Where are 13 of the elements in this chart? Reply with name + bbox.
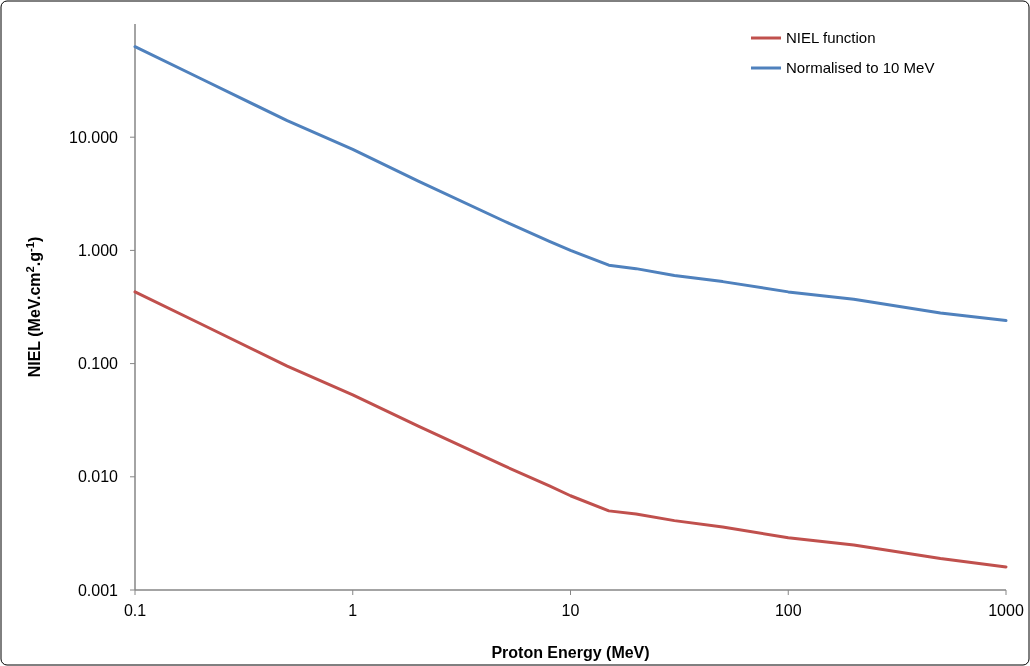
y-tick-label: 0.100 [77, 355, 119, 373]
legend-label: Normalised to 10 MeV [786, 59, 935, 77]
x-tick-label: 1000 [988, 602, 1024, 619]
y-tick-label: 0.001 [77, 581, 119, 599]
y-tick-label: 10.000 [69, 128, 119, 146]
legend-label: NIEL function [786, 29, 876, 47]
y-tick-label: 1.000 [77, 242, 119, 259]
x-tick-label: 0.1 [123, 602, 147, 619]
x-axis-title: Proton Energy (MeV) [491, 644, 650, 661]
y-tick-label: 0.010 [77, 468, 119, 486]
x-tick-label: 10 [561, 602, 580, 619]
x-tick-label: 100 [774, 602, 802, 619]
x-tick-label: 1 [348, 602, 358, 619]
